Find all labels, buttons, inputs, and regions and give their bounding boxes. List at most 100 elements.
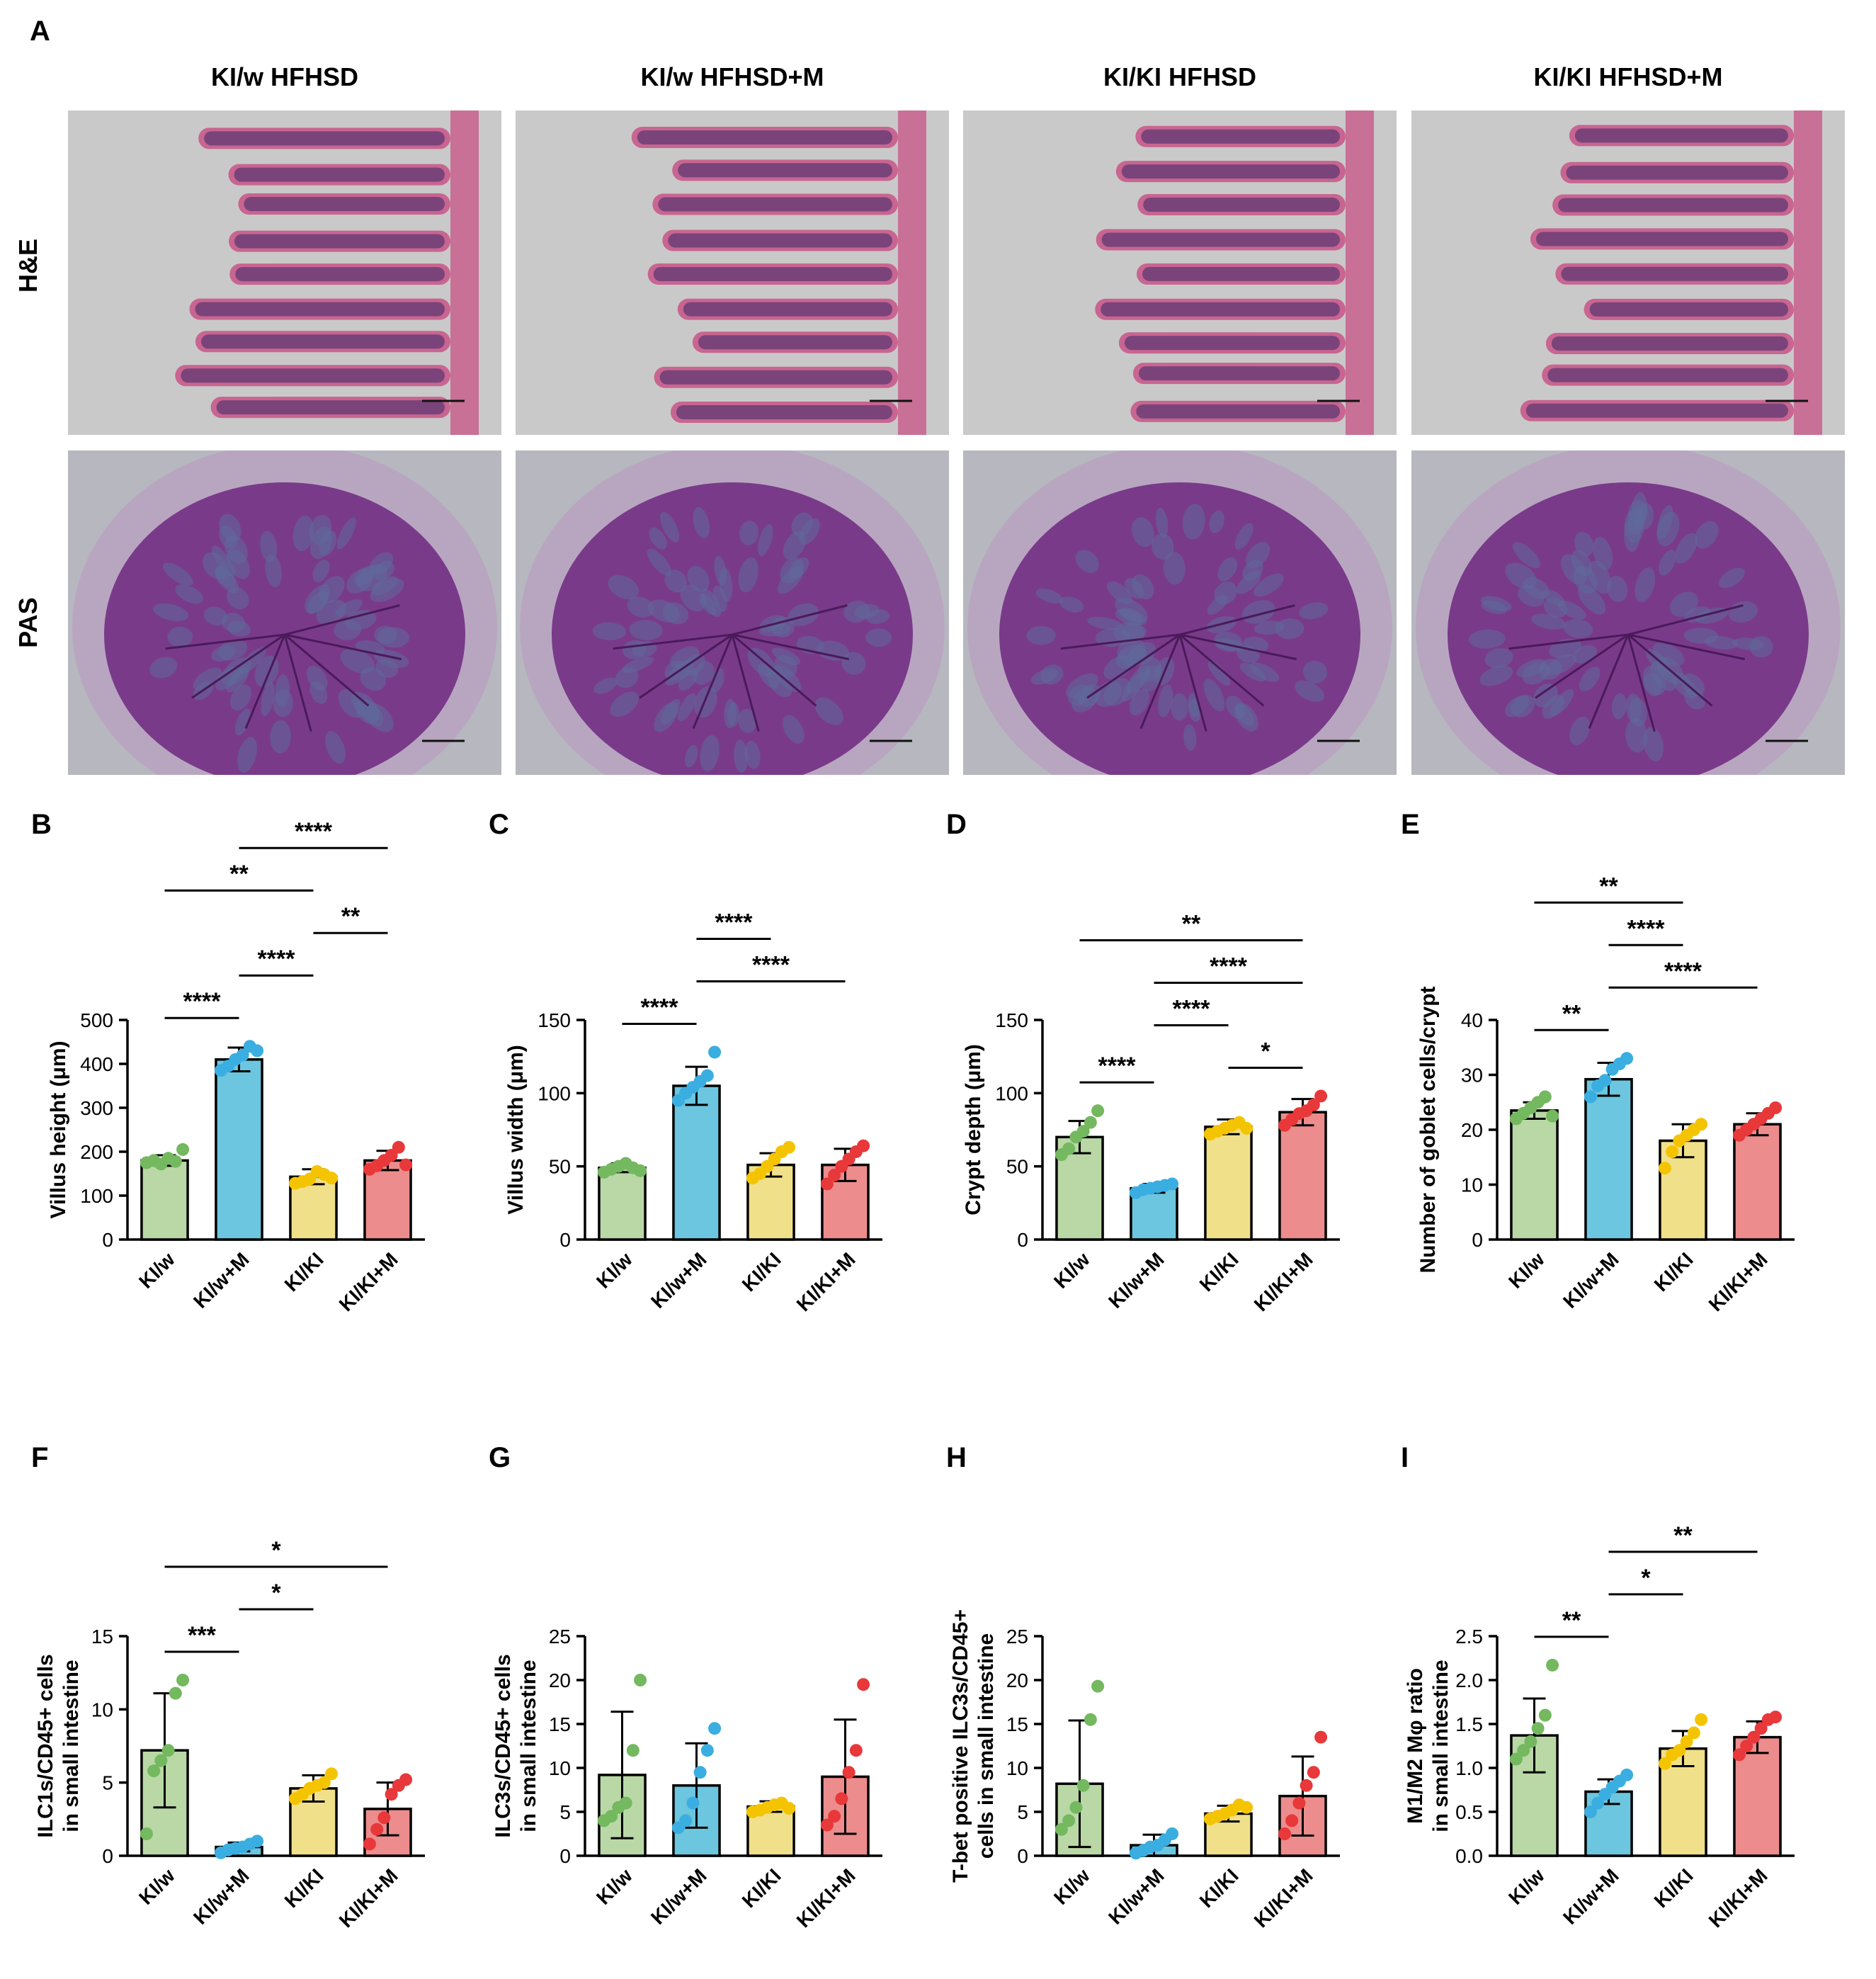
panel-letter-b: B — [31, 809, 52, 840]
data-point — [1062, 1814, 1076, 1827]
panel-letter-f: F — [31, 1442, 49, 1473]
pas-crypts — [1468, 492, 1773, 761]
data-point — [1166, 1827, 1179, 1840]
panel-letter-i: I — [1401, 1442, 1409, 1473]
bar-ki-w — [598, 1166, 647, 1241]
chart-ilc1s: 0 5 10 15 ILC1s/CD45+ cells in small intestin… — [28, 1459, 467, 1976]
x-tick-label: KI/KI — [738, 1248, 785, 1295]
data-point — [1658, 1757, 1671, 1770]
significance-label: **** — [295, 818, 333, 845]
y-tick-label: 0 — [559, 1229, 571, 1251]
y-axis-label: Crypt depth (μm) — [962, 1044, 985, 1215]
significance-label: *** — [188, 1622, 216, 1649]
data-point — [251, 1835, 264, 1848]
data-point — [147, 1764, 161, 1778]
y-tick-label: 25 — [549, 1626, 571, 1648]
y-tick-label: 300 — [80, 1097, 113, 1119]
significance-label: * — [1641, 1565, 1651, 1592]
y-tick-label: 1.5 — [1455, 1713, 1483, 1735]
significance-label: **** — [1210, 953, 1248, 980]
data-point — [835, 1792, 848, 1805]
x-tick-label: KI/w+M — [647, 1248, 711, 1312]
x-tick-label: KI/KI — [1195, 1864, 1243, 1912]
x-tick-label: KI/KI — [1650, 1248, 1698, 1295]
significance-label: ** — [341, 903, 360, 930]
x-tick-label: KI/w+M — [189, 1248, 254, 1312]
x-tick-label: KI/KI+M — [1705, 1864, 1772, 1932]
y-axis-label: Villus height (μm) — [47, 1040, 70, 1218]
data-point — [169, 1686, 182, 1700]
significance-label: **** — [1098, 1053, 1137, 1079]
data-point — [140, 1827, 153, 1840]
y-tick-label: 150 — [995, 1009, 1028, 1031]
data-point — [1658, 1162, 1671, 1175]
y-tick-label: 30 — [1461, 1065, 1483, 1087]
data-point — [1673, 1744, 1686, 1757]
he-villi — [631, 127, 898, 424]
data-point — [1524, 1735, 1537, 1748]
y-tick-label: 50 — [1006, 1156, 1028, 1178]
x-tick-label: KI/w — [1050, 1248, 1094, 1293]
pas-crypts — [149, 514, 410, 773]
x-tick-label: KI/w — [592, 1864, 637, 1909]
y-tick-label: 100 — [80, 1185, 113, 1207]
significance-label: ** — [1562, 1607, 1581, 1634]
data-point — [1091, 1104, 1105, 1118]
significance-label: **** — [641, 994, 679, 1021]
y-tick-label: 20 — [549, 1669, 571, 1691]
x-tick-label: KI/KI — [280, 1248, 328, 1295]
he-micrograph-ki-ki-hfhsd-m — [1411, 110, 1845, 435]
column-title-ki-ki-hfhsd: KI/KI HFHSD — [1103, 62, 1256, 91]
y-tick-label: 2.5 — [1455, 1626, 1483, 1648]
x-tick-label: KI/KI — [1650, 1864, 1698, 1912]
y-tick-label: 0.0 — [1455, 1845, 1483, 1867]
data-point — [1687, 1726, 1700, 1740]
data-point — [828, 1169, 841, 1182]
chart-m1-m2-ratio: 0.0 0.5 1.0 1.5 2.0 2.5 M1/M2 Mφ ratio in small… — [1398, 1459, 1837, 1976]
data-point — [857, 1678, 870, 1691]
data-point — [1300, 1779, 1313, 1792]
data-point — [1546, 1658, 1559, 1672]
significance-label: * — [271, 1580, 281, 1606]
pas-micrograph-ki-w-hfhsd — [68, 450, 501, 775]
y-tick-label: 2.0 — [1455, 1669, 1483, 1691]
data-point — [605, 1810, 618, 1823]
bar-ki-w — [1510, 1109, 1559, 1241]
bar-ki-ki-m — [1733, 1123, 1782, 1241]
x-tick-label: KI/KI+M — [1705, 1248, 1772, 1315]
he-micrograph-ki-w-hfhsd-m — [516, 110, 949, 435]
data-point — [363, 1837, 376, 1851]
data-point — [1062, 1142, 1076, 1155]
y-tick-label: 10 — [549, 1757, 571, 1779]
data-point — [1591, 1796, 1605, 1810]
chart-ilc3s: 0 5 10 15 20 25 ILC3s/CD45+ cells in small inte… — [486, 1459, 925, 1976]
he-villi — [175, 127, 450, 419]
y-tick-label: 10 — [91, 1699, 113, 1720]
data-point — [236, 1048, 249, 1062]
data-point — [385, 1788, 398, 1801]
x-tick-label: KI/w+M — [189, 1864, 254, 1929]
data-point — [626, 1744, 639, 1757]
data-point — [1538, 1090, 1552, 1104]
data-point — [857, 1139, 870, 1152]
bar-ki-ki-m — [1278, 1111, 1327, 1241]
x-tick-label: KI/KI — [738, 1864, 785, 1912]
bar-ki-w-m — [1584, 1077, 1633, 1241]
data-point — [828, 1810, 841, 1823]
data-point — [1091, 1679, 1105, 1693]
chart-goblet-cells: 0 10 20 30 40 Number of goblet cells/crypt KI/… — [1398, 843, 1837, 1360]
data-point — [619, 1796, 632, 1810]
x-tick-label: KI/KI+M — [1250, 1248, 1317, 1315]
x-tick-label: KI/w — [1050, 1864, 1094, 1909]
y-tick-label: 10 — [1006, 1757, 1028, 1779]
data-point — [1307, 1766, 1320, 1779]
x-tick-label: KI/w+M — [1559, 1864, 1623, 1929]
data-point — [317, 1776, 331, 1789]
chart-tbet-ilc3s: 0 5 10 15 20 25 T-bet positive ILC3s/CD45+ cell… — [943, 1459, 1382, 1976]
x-tick-label: KI/w+M — [1104, 1864, 1169, 1929]
data-point — [1666, 1145, 1679, 1158]
x-tick-label: KI/w+M — [1104, 1248, 1169, 1312]
x-tick-label: KI/KI+M — [792, 1864, 860, 1932]
significance-label: **** — [1664, 958, 1702, 985]
y-tick-label: 15 — [91, 1626, 113, 1648]
